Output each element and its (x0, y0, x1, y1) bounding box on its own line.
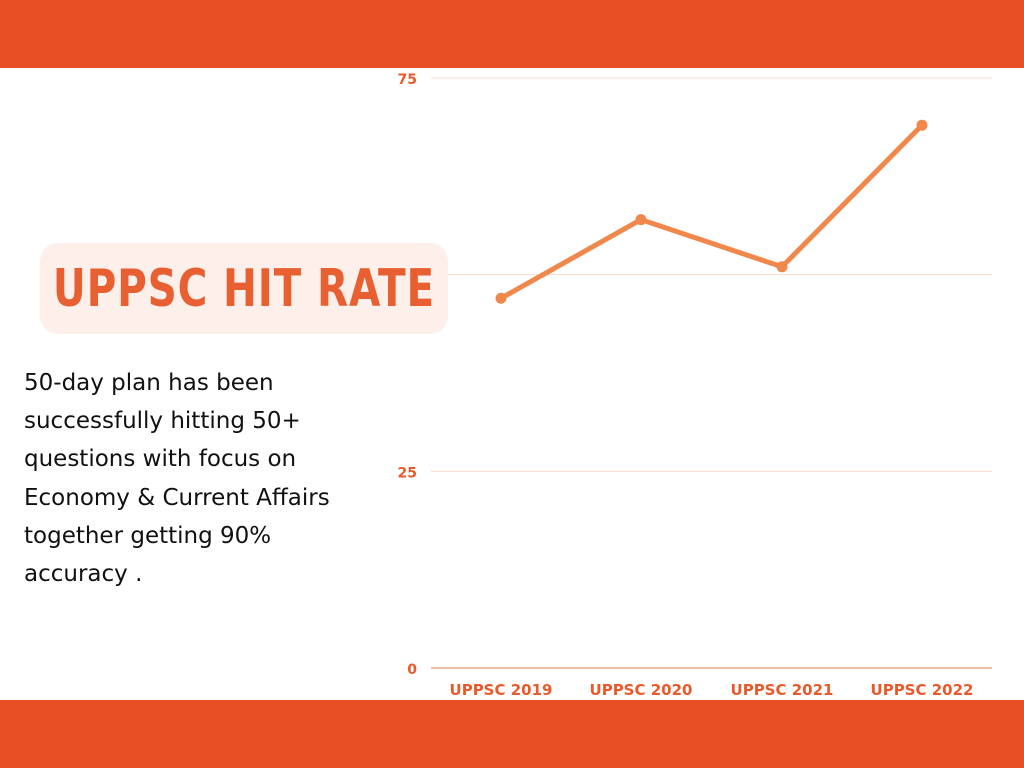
top-banner (0, 0, 1024, 68)
data-point (916, 119, 928, 131)
data-point (495, 292, 507, 304)
x-category-label: UPPSC 2019 (450, 681, 553, 699)
bottom-banner (0, 700, 1024, 768)
y-tick-label: 0 (407, 662, 417, 678)
data-point (635, 214, 647, 226)
x-category-label: UPPSC 2021 (731, 681, 834, 699)
y-tick-label: 25 (398, 465, 417, 481)
y-tick-label: 75 (398, 72, 417, 88)
data-point (776, 261, 788, 273)
page-title: UPPSC HIT RATE (52, 258, 436, 319)
description-text: 50-day plan has been successfully hittin… (24, 370, 330, 588)
series-line (498, 122, 925, 301)
x-category-label: UPPSC 2022 (871, 681, 974, 699)
title-badge: UPPSC HIT RATE (40, 243, 448, 334)
x-category-label: UPPSC 2020 (590, 681, 693, 699)
